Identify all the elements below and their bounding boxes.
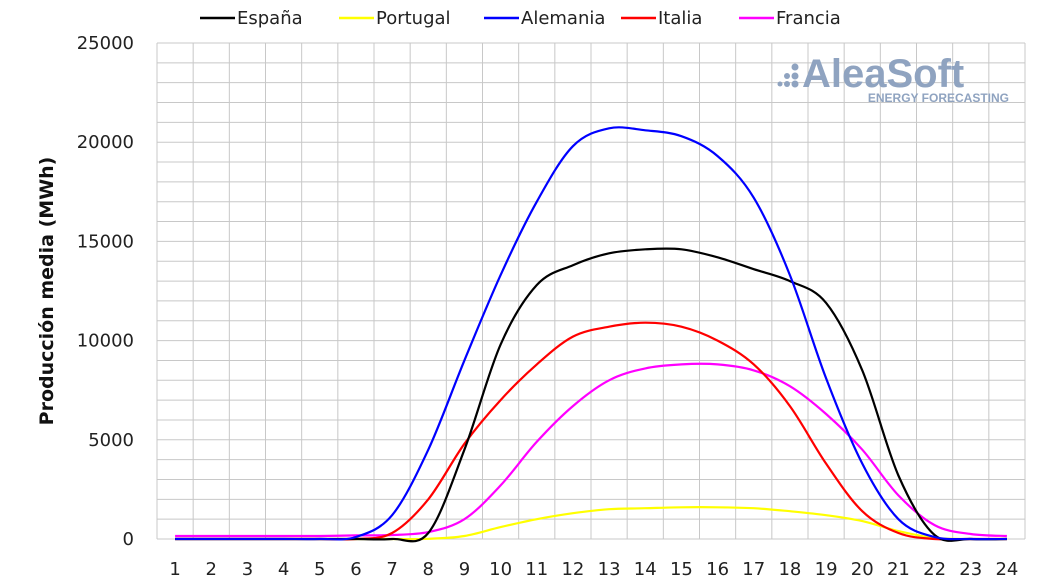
y-axis-label: Producción media (MWh) — [36, 157, 58, 426]
x-tick-label: 2 — [206, 559, 217, 576]
x-tick-label: 22 — [923, 559, 946, 576]
x-tick-label: 21 — [887, 559, 910, 576]
x-tick-label: 14 — [634, 559, 657, 576]
x-tick-label: 16 — [706, 559, 729, 576]
y-axis-ticks: 0 5000 10000 15000 20000 25000 — [77, 33, 134, 550]
logo-dots-icon — [777, 63, 799, 88]
x-tick-label: 6 — [350, 559, 361, 576]
x-tick-label: 1 — [169, 559, 180, 576]
x-tick-label: 10 — [489, 559, 512, 576]
x-tick-label: 17 — [742, 559, 765, 576]
y-tick-label: 0 — [123, 529, 134, 550]
aleasoft-logo: AleaSoft ENERGY FORECASTING — [777, 52, 1009, 105]
x-tick-label: 11 — [525, 559, 548, 576]
legend-label: Italia — [658, 8, 702, 29]
x-tick-label: 19 — [815, 559, 838, 576]
x-tick-label: 5 — [314, 559, 325, 576]
y-tick-label: 5000 — [88, 430, 134, 451]
y-tick-label: 10000 — [77, 331, 134, 352]
legend-label: Francia — [776, 8, 841, 29]
y-tick-label: 20000 — [77, 132, 134, 153]
x-tick-label: 15 — [670, 559, 693, 576]
x-tick-label: 18 — [778, 559, 801, 576]
x-tick-label: 13 — [598, 559, 621, 576]
x-tick-label: 4 — [278, 559, 289, 576]
logo-subtitle: ENERGY FORECASTING — [868, 91, 1009, 105]
x-tick-label: 24 — [995, 559, 1018, 576]
x-tick-label: 23 — [959, 559, 982, 576]
legend-label: Alemania — [521, 8, 605, 29]
x-tick-label: 20 — [851, 559, 874, 576]
legend: España Portugal Alemania Italia Francia — [200, 8, 841, 29]
series-line-francia — [175, 362, 1007, 538]
x-tick-label: 9 — [459, 559, 470, 576]
x-tick-label: 8 — [423, 559, 434, 576]
series-line-alemania — [175, 126, 1007, 541]
y-tick-label: 15000 — [77, 231, 134, 252]
logo-text: AleaSoft — [802, 52, 964, 96]
chart-series — [175, 126, 1007, 543]
legend-label: Portugal — [376, 8, 451, 29]
y-tick-label: 25000 — [77, 33, 134, 54]
x-tick-label: 3 — [242, 559, 253, 576]
x-tick-label: 12 — [561, 559, 584, 576]
legend-label: España — [237, 8, 303, 29]
x-axis-ticks: 1 2 3 4 5 6 7 8 9 10 11 12 13 14 15 16 17 18 19 20 21 22 23 24 — [169, 559, 1018, 576]
x-tick-label: 7 — [386, 559, 397, 576]
chart-grid — [156, 42, 1026, 540]
